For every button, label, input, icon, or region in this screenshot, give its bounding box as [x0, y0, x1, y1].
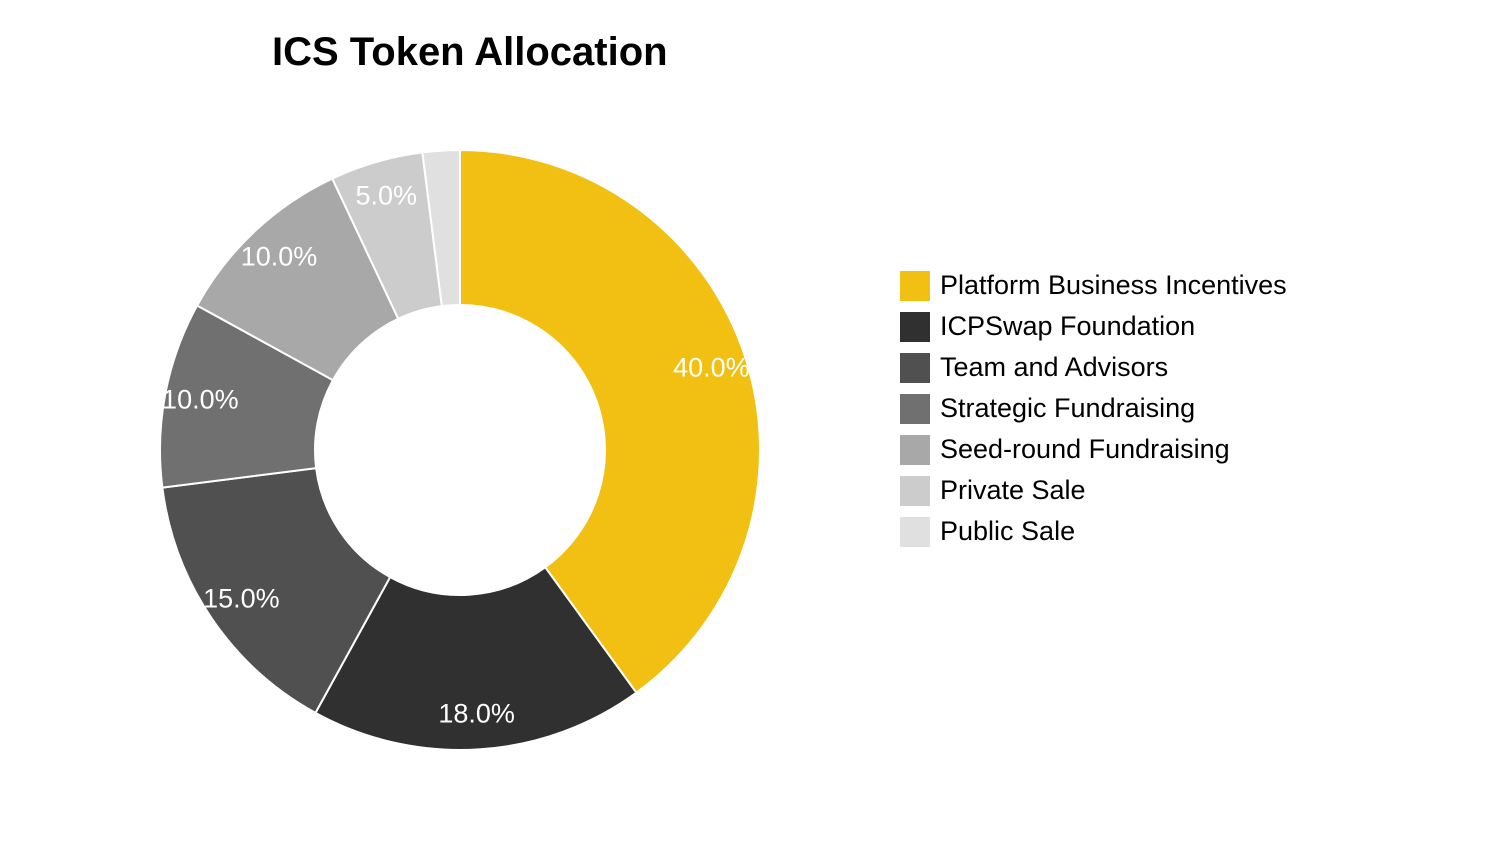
legend-item: ICPSwap Foundation	[900, 311, 1287, 342]
legend-item: Team and Advisors	[900, 352, 1287, 383]
legend-swatch	[900, 476, 930, 506]
legend-item: Seed-round Fundraising	[900, 434, 1287, 465]
slice-label: 18.0%	[438, 698, 515, 729]
slice-label: 10.0%	[162, 385, 239, 416]
legend-item: Public Sale	[900, 516, 1287, 547]
legend-label: Seed-round Fundraising	[940, 434, 1230, 465]
legend-item: Platform Business Incentives	[900, 270, 1287, 301]
legend-item: Strategic Fundraising	[900, 393, 1287, 424]
legend-label: Platform Business Incentives	[940, 270, 1287, 301]
legend-item: Private Sale	[900, 475, 1287, 506]
legend-swatch	[900, 394, 930, 424]
legend-label: Team and Advisors	[940, 352, 1168, 383]
legend-label: Strategic Fundraising	[940, 393, 1195, 424]
chart-title: ICS Token Allocation	[272, 30, 668, 75]
legend-label: Public Sale	[940, 516, 1075, 547]
slice-label: 40.0%	[673, 353, 750, 384]
legend-label: Private Sale	[940, 475, 1086, 506]
slice-label: 15.0%	[203, 583, 280, 614]
legend-swatch	[900, 271, 930, 301]
donut-chart: 40.0% 18.0% 15.0% 10.0% 10.0% 5.0%	[158, 148, 762, 752]
legend-swatch	[900, 353, 930, 383]
slice-label: 5.0%	[355, 181, 417, 212]
legend-swatch	[900, 312, 930, 342]
donut-svg	[158, 148, 762, 752]
legend-swatch	[900, 517, 930, 547]
legend: Platform Business Incentives ICPSwap Foun…	[900, 270, 1287, 547]
legend-label: ICPSwap Foundation	[940, 311, 1195, 342]
legend-swatch	[900, 435, 930, 465]
slice-label: 10.0%	[241, 242, 318, 273]
